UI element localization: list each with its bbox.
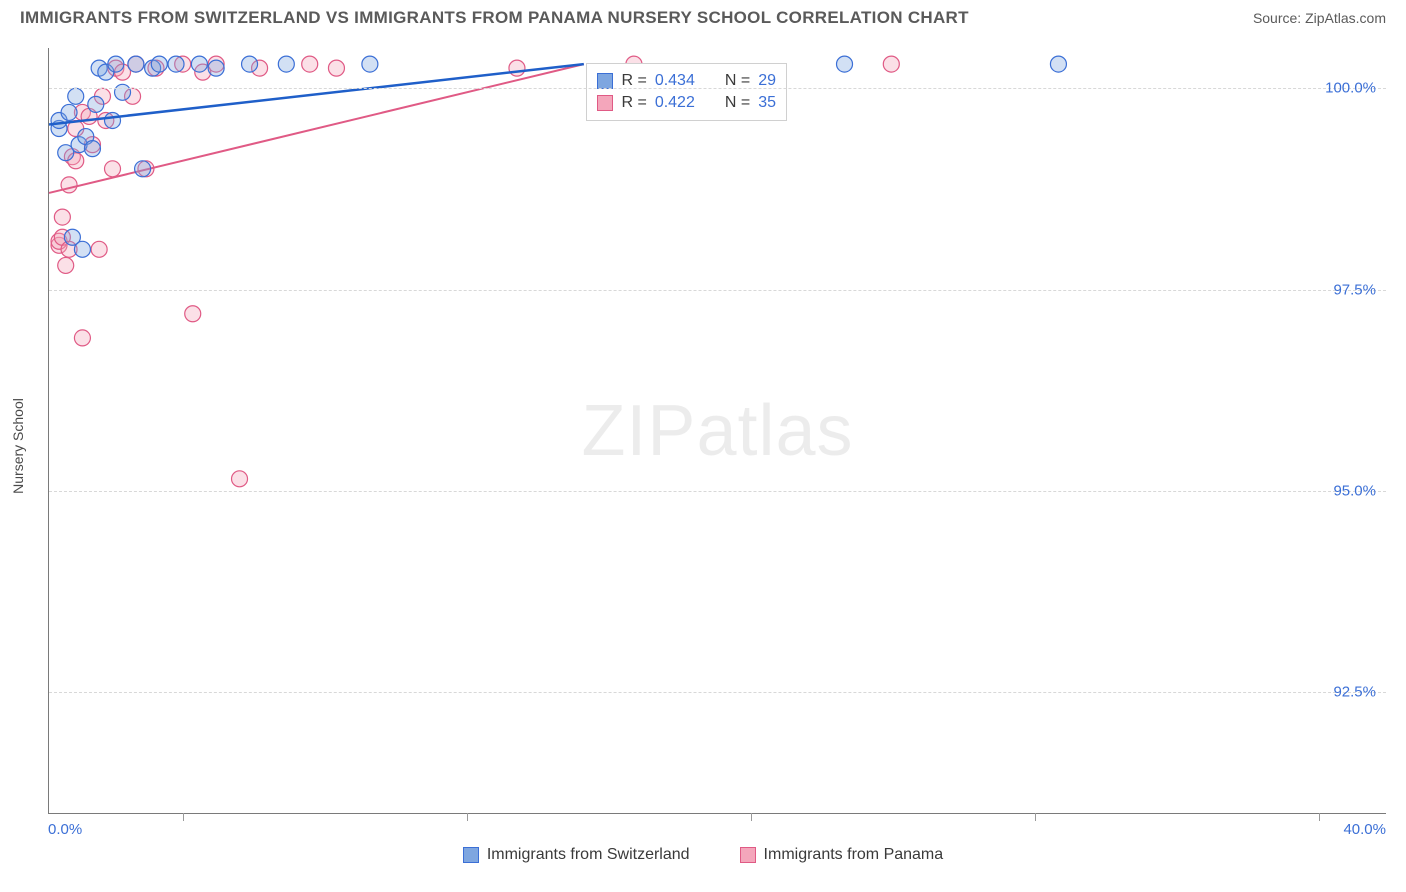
legend-swatch-panama	[740, 847, 756, 863]
data-point	[61, 104, 77, 120]
data-point	[135, 161, 151, 177]
n-label: N =	[725, 94, 750, 112]
data-point	[168, 56, 184, 72]
data-point	[128, 56, 144, 72]
gridline	[49, 290, 1386, 291]
r-value: 0.422	[655, 94, 695, 112]
chart-svg	[49, 48, 1386, 813]
trend-line	[49, 64, 584, 193]
data-point	[91, 241, 107, 257]
data-point	[84, 141, 100, 157]
data-point	[68, 88, 84, 104]
data-point	[151, 56, 167, 72]
legend-item-switzerland: Immigrants from Switzerland	[463, 846, 690, 864]
stats-legend: R =0.434N =29R =0.422N =35	[586, 63, 787, 121]
data-point	[54, 209, 70, 225]
x-tick	[1319, 813, 1320, 821]
y-tick-label: 92.5%	[1333, 684, 1376, 701]
y-tick-label: 95.0%	[1333, 482, 1376, 499]
data-point	[837, 56, 853, 72]
data-point	[232, 471, 248, 487]
data-point	[242, 56, 258, 72]
n-value: 35	[758, 94, 776, 112]
data-point	[108, 56, 124, 72]
data-point	[105, 112, 121, 128]
y-tick-label: 97.5%	[1333, 281, 1376, 298]
gridline	[49, 491, 1386, 492]
x-axis-min-label: 0.0%	[48, 821, 82, 838]
legend-item-panama: Immigrants from Panama	[740, 846, 944, 864]
plot-area: ZIPatlas R =0.434N =29R =0.422N =35 92.5…	[48, 48, 1386, 814]
r-label: R =	[621, 94, 646, 112]
data-point	[278, 56, 294, 72]
stats-swatch	[597, 95, 613, 111]
source-attribution: Source: ZipAtlas.com	[1253, 10, 1386, 26]
stats-swatch	[597, 73, 613, 89]
data-point	[58, 257, 74, 273]
x-axis-max-label: 40.0%	[1343, 821, 1386, 838]
header: IMMIGRANTS FROM SWITZERLAND VS IMMIGRANT…	[0, 0, 1406, 36]
stats-row: R = 0.422 N = 35	[597, 92, 776, 114]
data-point	[185, 306, 201, 322]
data-point	[74, 241, 90, 257]
x-tick	[1035, 813, 1036, 821]
data-point	[362, 56, 378, 72]
x-tick	[751, 813, 752, 821]
data-point	[74, 330, 90, 346]
data-point	[1050, 56, 1066, 72]
data-point	[191, 56, 207, 72]
data-point	[105, 161, 121, 177]
legend-label-panama: Immigrants from Panama	[764, 846, 944, 864]
gridline	[49, 692, 1386, 693]
gridline	[49, 88, 1386, 89]
data-point	[115, 84, 131, 100]
data-point	[509, 60, 525, 76]
x-tick	[467, 813, 468, 821]
legend-swatch-switzerland	[463, 847, 479, 863]
data-point	[88, 96, 104, 112]
y-axis-label: Nursery School	[10, 398, 26, 494]
series-legend: Immigrants from Switzerland Immigrants f…	[0, 846, 1406, 864]
x-tick	[183, 813, 184, 821]
y-tick-label: 100.0%	[1325, 80, 1376, 97]
data-point	[883, 56, 899, 72]
legend-label-switzerland: Immigrants from Switzerland	[487, 846, 690, 864]
data-point	[302, 56, 318, 72]
chart-title: IMMIGRANTS FROM SWITZERLAND VS IMMIGRANT…	[20, 8, 969, 28]
data-point	[61, 177, 77, 193]
data-point	[328, 60, 344, 76]
data-point	[208, 60, 224, 76]
